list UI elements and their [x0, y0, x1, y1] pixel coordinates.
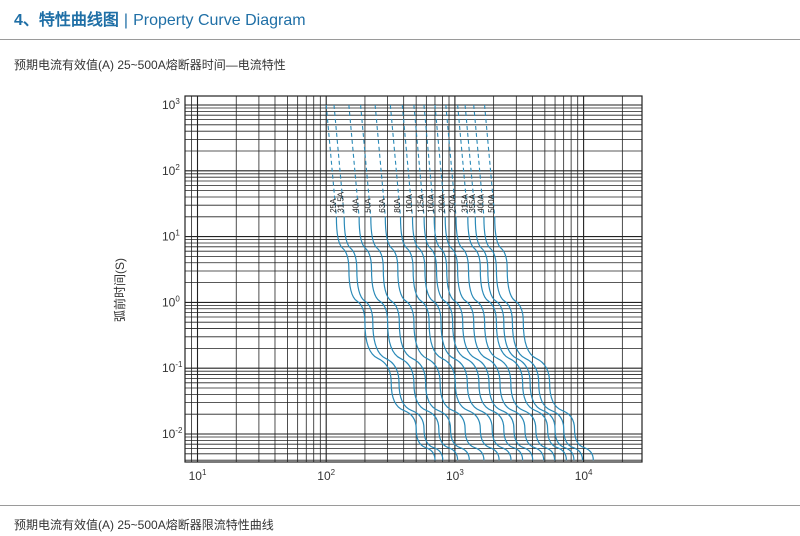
curve-dashed-315A	[457, 104, 469, 217]
chart-caption-top: 预期电流有效值(A) 25~500A熔断器时间—电流特性	[14, 58, 286, 72]
curve-label-400A: 400A	[476, 193, 485, 212]
curve-label-160A: 160A	[427, 193, 436, 212]
curve-dashed-400A	[473, 104, 485, 217]
curve-500A	[494, 216, 594, 461]
curve-label-63A: 63A	[378, 198, 387, 213]
curve-label-25A: 25A	[329, 198, 338, 213]
curve-dashed-25A	[325, 104, 337, 217]
curve-80A	[399, 216, 500, 461]
curve-label-200A: 200A	[438, 193, 447, 212]
x-tick-label: 101	[189, 468, 207, 483]
curve-dashed-50A	[360, 104, 372, 217]
curve-dashed-63A	[374, 104, 386, 217]
top-divider	[0, 39, 800, 40]
curve-label-50A: 50A	[363, 198, 372, 213]
curve-dashed-125A	[413, 104, 425, 217]
y-tick-label: 10-2	[162, 426, 183, 441]
y-axis-label: 弧前时间(S)	[112, 258, 127, 322]
y-tick-label: 101	[162, 229, 180, 244]
section-number: 4、特性曲线图	[14, 12, 119, 29]
curve-160A	[433, 216, 534, 461]
curve-200A	[444, 216, 545, 461]
curve-dashed-200A	[434, 104, 446, 217]
curve-100A	[411, 216, 512, 461]
curve-50A	[370, 216, 470, 461]
curve-dashed-40A	[348, 104, 360, 217]
x-tick-label: 103	[446, 468, 464, 483]
curve-400A	[483, 216, 584, 461]
curve-label-80A: 80A	[393, 198, 402, 213]
curve-315A	[467, 216, 567, 461]
bottom-divider	[0, 505, 800, 506]
curve-label-250A: 250A	[449, 193, 458, 212]
axis-ticks: 101 102 103 104 103 102 101 100 10-1 10-2	[162, 97, 593, 483]
curve-label-31.5A: 31.5A	[337, 191, 346, 213]
curve-25A	[335, 216, 436, 461]
title-separator: |	[123, 12, 129, 29]
curve-63A	[384, 216, 485, 461]
curve-label-355A: 355A	[468, 193, 477, 212]
section-title: 4、特性曲线图 | Property Curve Diagram	[14, 6, 306, 30]
curve-dashed-100A	[401, 104, 414, 217]
curve-250A	[455, 216, 556, 461]
section-title-en: Property Curve Diagram	[133, 12, 306, 29]
y-tick-label: 102	[162, 163, 180, 178]
curve-355A	[474, 216, 575, 461]
curve-dashed-250A	[445, 104, 457, 217]
curve-label-100A: 100A	[405, 193, 414, 212]
curve-40A	[358, 216, 459, 461]
chart-caption-bottom: 预期电流有效值(A) 25~500A熔断器限流特性曲线	[14, 518, 274, 532]
curve-label-500A: 500A	[487, 193, 496, 212]
curve-31.5A	[343, 216, 444, 461]
curves	[325, 104, 594, 461]
curve-125A	[423, 216, 524, 461]
curve-label-40A: 40A	[352, 198, 361, 213]
curve-label-315A: 315A	[460, 193, 469, 212]
y-tick-label: 100	[162, 294, 180, 309]
curve-dashed-355A	[464, 104, 476, 217]
x-tick-label: 104	[575, 468, 593, 483]
curve-label-125A: 125A	[417, 193, 426, 212]
curve-dashed-500A	[484, 104, 496, 217]
curve-dashed-31.5A	[333, 104, 345, 217]
x-tick-label: 102	[317, 468, 335, 483]
y-tick-label: 10-1	[162, 360, 183, 375]
y-tick-label: 103	[162, 97, 180, 112]
curve-dashed-160A	[423, 104, 435, 217]
curve-dashed-80A	[389, 104, 402, 217]
